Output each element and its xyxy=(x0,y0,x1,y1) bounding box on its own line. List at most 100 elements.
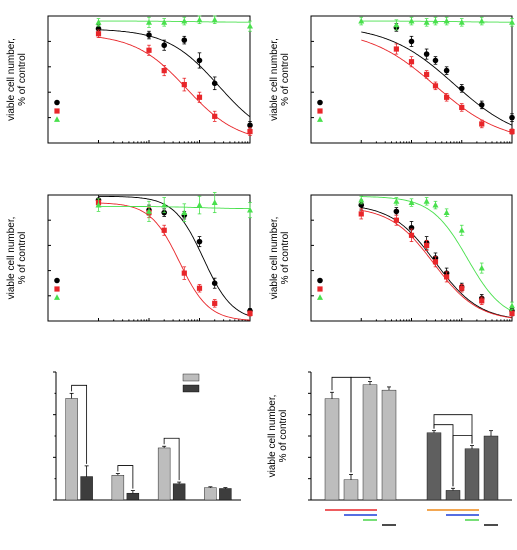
gsh-hocbl-point xyxy=(247,122,253,129)
nac-hocbl-point xyxy=(478,102,485,108)
bar-nac-cncbl xyxy=(126,492,140,501)
tnb-cncbl-point xyxy=(161,227,167,233)
significance-bracket xyxy=(163,437,180,481)
bar-gsh-hocbl xyxy=(65,398,78,501)
series-dtt-hocbl xyxy=(358,199,515,319)
gsh-point xyxy=(95,19,102,25)
dtt-point xyxy=(458,227,465,233)
series-gsh-hocbl xyxy=(95,24,253,130)
tnb-cncbl-point xyxy=(247,310,253,317)
series-gsh xyxy=(95,15,253,32)
tnb-cncbl-point xyxy=(212,300,218,306)
dtt-point xyxy=(509,302,515,309)
bar-tnb-cncbl xyxy=(172,483,186,501)
nac-cncbl-point xyxy=(393,46,399,52)
nac-cncbl-point xyxy=(408,59,415,65)
tnb-point xyxy=(181,209,188,216)
series-tnb-hocbl xyxy=(95,194,253,317)
fit-curve xyxy=(361,31,513,126)
nac-point xyxy=(509,19,515,25)
fit-curve xyxy=(98,202,251,321)
dtt-cncbl-point xyxy=(424,242,430,248)
bar-nac-hocbl xyxy=(111,475,125,501)
y-axis-label: viable cell number,% of control xyxy=(269,38,291,121)
dtt-cncbl-point xyxy=(509,310,515,317)
significance-bracket xyxy=(117,465,134,489)
gsh-hocbl-point xyxy=(196,57,203,64)
legend-gsh-cncbl-point xyxy=(54,108,60,114)
y-axis-label: viable cell number,% of control xyxy=(267,395,289,478)
bar xyxy=(324,398,340,501)
panel-b: viable cell number,% of control xyxy=(269,15,515,144)
fit-curve xyxy=(361,196,513,312)
significance-bracket xyxy=(350,376,371,473)
dtt-cncbl-point xyxy=(444,274,450,280)
dtt-cncbl-point xyxy=(479,298,485,304)
legend-swatch-hocbl xyxy=(182,373,200,382)
panel-c: viable cell number,% of control xyxy=(6,192,253,322)
y-axis-label-line: viable cell number, xyxy=(6,217,17,300)
nac-point xyxy=(432,17,439,24)
nac-point xyxy=(458,19,465,25)
gsh-hocbl-point xyxy=(161,42,168,49)
nac-hocbl-point xyxy=(458,85,465,92)
y-axis-label-line: % of control xyxy=(280,232,291,285)
tnb-point xyxy=(95,201,102,208)
fit-curve xyxy=(98,29,251,118)
gsh-hocbl-point xyxy=(211,80,218,87)
series-nac xyxy=(358,16,515,31)
bar xyxy=(445,490,461,501)
nac-cncbl-point xyxy=(479,121,485,127)
gsh-cncbl-point xyxy=(196,94,203,100)
legend-tnb-hocbl-point xyxy=(54,277,60,284)
bar-tnb-hocbl xyxy=(157,447,171,501)
legend-dtt-hocbl-point xyxy=(317,277,323,284)
gsh-point xyxy=(196,16,203,23)
legend-swatch-cncbl xyxy=(182,384,200,393)
dtt-point xyxy=(443,209,450,216)
gsh-cncbl-point xyxy=(247,128,253,135)
nac-cncbl-point xyxy=(432,83,439,89)
series-tnb xyxy=(95,192,253,222)
gsh-cncbl-point xyxy=(212,113,218,119)
gsh-point xyxy=(211,16,218,23)
group-aa xyxy=(324,381,397,526)
dtt-point xyxy=(358,196,365,203)
fit-curve xyxy=(98,205,250,210)
y-axis-label-line: % of control xyxy=(280,53,291,106)
series-dtt-cncbl xyxy=(358,208,515,319)
panel-d: viable cell number,% of control xyxy=(269,194,515,322)
nac-point xyxy=(423,19,430,25)
y-axis-label: viable cell number,% of control xyxy=(6,38,28,121)
dtt-hocbl-point xyxy=(393,208,400,215)
panel-a: viable cell number,% of control xyxy=(6,15,253,144)
gsh-point xyxy=(146,19,152,25)
nac-point xyxy=(358,17,365,24)
nac-point xyxy=(393,21,400,28)
significance-bracket xyxy=(71,384,88,464)
gsh-point xyxy=(181,17,188,24)
bar-gsh-cncbl xyxy=(80,476,93,501)
series-nac-cncbl xyxy=(361,39,515,135)
y-axis-label-line: % of control xyxy=(278,410,289,463)
dtt-cncbl-point xyxy=(459,285,465,291)
nac-point xyxy=(408,17,415,24)
bar xyxy=(362,384,378,501)
gsh-cncbl-point xyxy=(181,81,187,88)
gsh-cncbl-point xyxy=(146,47,152,53)
bar xyxy=(464,448,480,501)
legend-tnb-cncbl-point xyxy=(54,286,60,292)
dtt-cncbl-point xyxy=(358,211,364,217)
bar-dtt-cncbl xyxy=(219,488,232,501)
series-gsh-cncbl xyxy=(95,29,253,136)
legend-nac-cncbl-point xyxy=(317,108,323,114)
tnb-point xyxy=(161,201,168,208)
legend-dtt-point xyxy=(317,294,323,300)
y-axis-label-line: % of control xyxy=(17,232,28,285)
bar xyxy=(426,432,442,501)
y-axis-label: viable cell number,% of control xyxy=(269,217,291,300)
series-dtt xyxy=(358,195,515,312)
nac-cncbl-point xyxy=(459,104,465,111)
tnb-point xyxy=(247,206,253,213)
